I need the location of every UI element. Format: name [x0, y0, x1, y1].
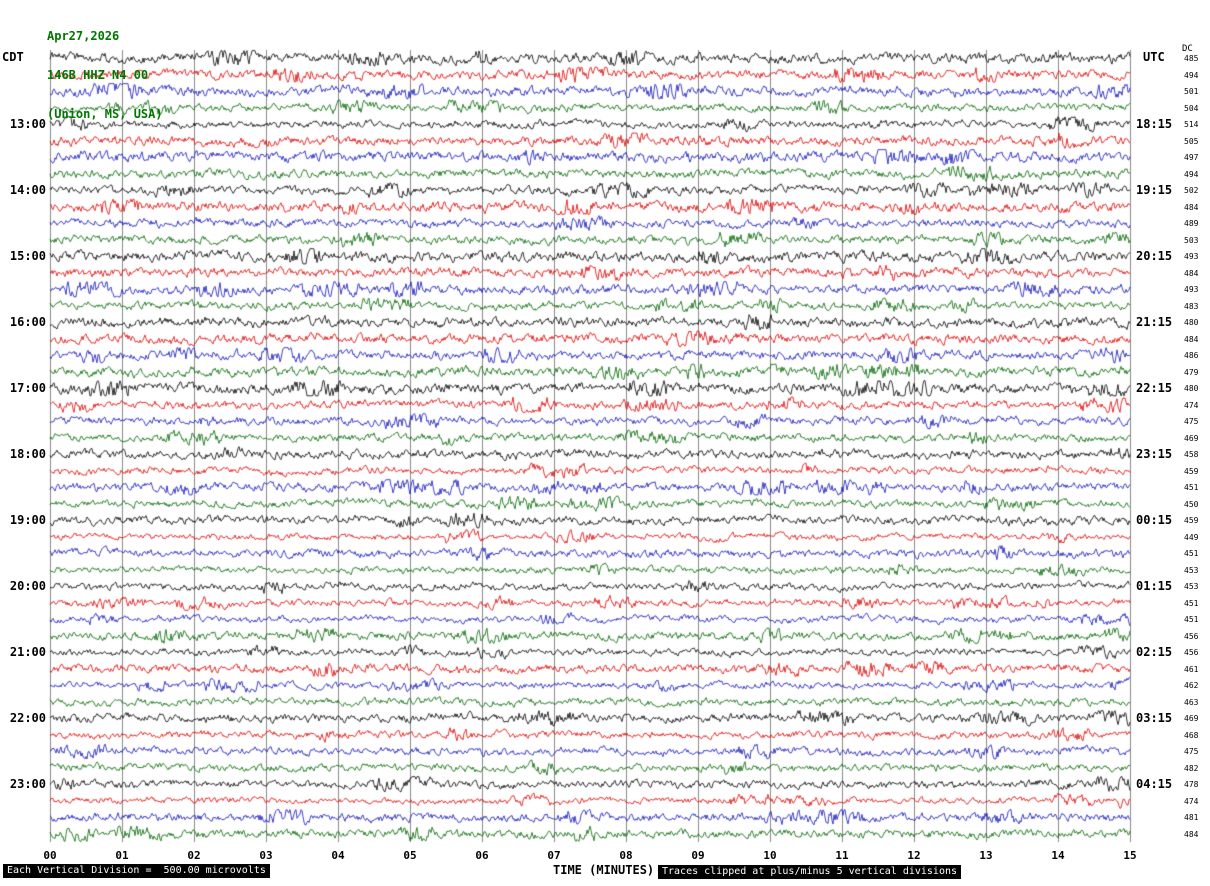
dc-value: 493	[1184, 252, 1199, 262]
cdt-hour-label: 18:00	[9, 447, 46, 462]
cdt-hour-label: 16:00	[9, 315, 46, 330]
dc-value: 489	[1184, 219, 1199, 229]
utc-hour-label: 21:15	[1136, 315, 1173, 330]
utc-hour-label: 22:15	[1136, 381, 1173, 396]
utc-hour-label: 02:15	[1136, 645, 1173, 660]
cdt-hour-label: 17:00	[9, 381, 46, 396]
clip-note: Traces clipped at plus/minus 5 vertical …	[658, 865, 962, 879]
utc-hour-label: 18:15	[1136, 117, 1173, 132]
dc-value: 451	[1184, 615, 1199, 625]
title-location: (Union, MS, USA)	[47, 107, 163, 121]
x-tick-label: 00	[43, 849, 57, 862]
scale-note: Each Vertical Division = 500.00 microvol…	[3, 864, 270, 878]
dc-value: 451	[1184, 483, 1199, 493]
dc-value: 503	[1184, 235, 1199, 245]
dc-value: 483	[1184, 301, 1199, 311]
dc-value: 463	[1184, 697, 1199, 707]
dc-value: 475	[1184, 747, 1199, 757]
cdt-hour-label: 21:00	[9, 645, 46, 660]
x-tick-label: 10	[763, 849, 777, 862]
x-tick-label: 07	[547, 849, 561, 862]
dc-value: 484	[1184, 202, 1199, 212]
cdt-hour-label: 13:00	[9, 117, 46, 132]
dc-value: 468	[1184, 730, 1199, 740]
dc-value: 453	[1184, 565, 1199, 575]
dc-value: 451	[1184, 598, 1199, 608]
dc-value: 469	[1184, 714, 1199, 724]
dc-value: 485	[1184, 54, 1199, 64]
dc-value: 505	[1184, 136, 1199, 146]
dc-value: 475	[1184, 417, 1199, 427]
dc-value: 462	[1184, 681, 1199, 691]
dc-value: 484	[1184, 268, 1199, 278]
dc-value: 450	[1184, 499, 1199, 509]
utc-hour-label: 19:15	[1136, 183, 1173, 198]
dc-value: 484	[1184, 334, 1199, 344]
x-tick-label: 12	[907, 849, 921, 862]
x-axis-title: TIME (MINUTES)	[553, 863, 655, 877]
dc-value: 451	[1184, 549, 1199, 559]
dc-value: 484	[1184, 829, 1199, 839]
utc-hour-label: 04:15	[1136, 777, 1173, 792]
utc-hour-label: 23:15	[1136, 447, 1173, 462]
dc-value: 458	[1184, 450, 1199, 460]
title-date: Apr27,2026	[47, 29, 120, 43]
dc-value: 459	[1184, 466, 1199, 476]
dc-value: 504	[1184, 103, 1199, 113]
dc-value: 481	[1184, 813, 1199, 823]
x-tick-label: 01	[115, 849, 129, 862]
plot-title-block: Apr27,2026 146B HHZ N4 00 (Union, MS, US…	[47, 4, 163, 134]
x-tick-label: 11	[835, 849, 849, 862]
x-tick-label: 08	[619, 849, 633, 862]
dc-value: 480	[1184, 384, 1199, 394]
x-tick-label: 15	[1123, 849, 1137, 862]
dc-value: 494	[1184, 70, 1199, 80]
dc-value: 502	[1184, 186, 1199, 196]
cdt-hour-label: 15:00	[9, 249, 46, 264]
utc-hour-label: 20:15	[1136, 249, 1173, 264]
cdt-hour-label: 22:00	[9, 711, 46, 726]
utc-hour-label: 01:15	[1136, 579, 1173, 594]
cdt-hour-label: 20:00	[9, 579, 46, 594]
cdt-hour-label: 23:00	[9, 777, 46, 792]
x-tick-label: 09	[691, 849, 705, 862]
dc-value: 456	[1184, 631, 1199, 641]
dc-value: 497	[1184, 153, 1199, 163]
dc-value: 469	[1184, 433, 1199, 443]
dc-value: 494	[1184, 169, 1199, 179]
dc-value: 479	[1184, 367, 1199, 377]
x-tick-label: 06	[475, 849, 489, 862]
dc-value: 486	[1184, 351, 1199, 361]
dc-column-label: DC	[1182, 44, 1193, 54]
dc-value: 474	[1184, 400, 1199, 410]
dc-value: 453	[1184, 582, 1199, 592]
x-tick-label: 14	[1051, 849, 1065, 862]
dc-value: 480	[1184, 318, 1199, 328]
dc-value: 493	[1184, 285, 1199, 295]
x-tick-label: 03	[259, 849, 273, 862]
left-timezone-label: CDT	[2, 50, 24, 64]
utc-hour-label: 03:15	[1136, 711, 1173, 726]
dc-value: 461	[1184, 664, 1199, 674]
cdt-hour-label: 19:00	[9, 513, 46, 528]
dc-value: 474	[1184, 796, 1199, 806]
x-tick-label: 02	[187, 849, 201, 862]
dc-value: 449	[1184, 532, 1199, 542]
dc-value: 514	[1184, 120, 1199, 130]
cdt-hour-label: 14:00	[9, 183, 46, 198]
dc-value: 482	[1184, 763, 1199, 773]
dc-value: 459	[1184, 516, 1199, 526]
dc-value: 478	[1184, 780, 1199, 790]
dc-value: 456	[1184, 648, 1199, 658]
x-tick-label: 04	[331, 849, 345, 862]
right-timezone-label: UTC	[1143, 50, 1165, 64]
x-tick-label: 13	[979, 849, 993, 862]
title-station: 146B HHZ N4 00	[47, 68, 149, 82]
utc-hour-label: 00:15	[1136, 513, 1173, 528]
x-tick-label: 05	[403, 849, 417, 862]
dc-value: 501	[1184, 87, 1199, 97]
